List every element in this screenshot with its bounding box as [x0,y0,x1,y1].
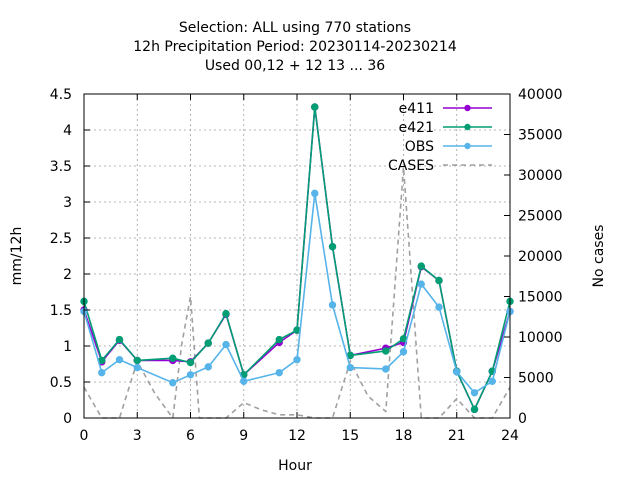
y-tick-label: 2 [63,267,72,283]
chart-title: Selection: ALL using 770 stations 12h Pr… [133,20,457,74]
data-point-e421 [275,335,283,344]
grid [84,94,510,418]
y-tick-label: 0.5 [50,375,72,391]
data-point-e421 [382,347,390,355]
y-axis-label: mm/12h [9,227,25,286]
data-point-e421 [204,339,212,347]
x-tick-label: 9 [239,428,248,444]
data-point-obs [470,389,479,397]
data-point-obs [311,189,319,198]
data-point-e421 [133,356,141,365]
y2-axis-label: No cases [591,225,607,288]
series-line-e421 [83,106,511,411]
legend-marker [464,104,471,112]
data-point-obs [293,355,301,364]
legend-label: e421 [399,120,434,136]
legend-label: OBS [405,139,434,155]
y2-tick-label: 0 [518,411,527,427]
chart-title-line-3: Used 00,12 + 12 13 ... 36 [205,58,385,74]
x-tick-label: 0 [80,428,89,444]
data-point-obs [98,368,106,377]
y-tick-label: 3.5 [50,159,72,175]
data-point-obs [186,371,195,379]
legend-label: e411 [399,101,434,117]
data-point-obs [275,368,283,377]
y-tick-label: 1 [63,339,72,355]
data-point-e421 [222,309,230,318]
data-point-e421 [417,262,425,270]
x-tick-label: 15 [341,428,359,444]
legend-marker [464,123,471,131]
data-point-obs [204,363,212,371]
data-point-obs [346,363,354,372]
data-point-e421 [311,103,319,111]
y-tick-label: 1.5 [50,303,72,319]
data-point-obs [115,355,124,364]
data-point-obs [488,377,496,385]
y-tick-label: 4 [63,123,72,139]
y-tick-label: 0 [63,411,72,427]
data-point-obs [328,301,337,309]
data-point-e421 [169,354,177,362]
x-tick-label: 24 [501,428,519,444]
y2-tick-label: 30000 [518,168,563,184]
y-tick-label: 4.5 [50,87,72,103]
data-point-obs [417,280,425,288]
y2-tick-label: 15000 [518,290,563,306]
chart-title-line-1: Selection: ALL using 770 stations [179,20,411,36]
x-tick-label: 6 [186,428,195,444]
y2-tick-label: 10000 [518,330,563,346]
y2-tick-label: 35000 [518,128,563,144]
legend-label: CASES [388,158,434,174]
data-point-obs [382,365,390,373]
y2-tick-label: 25000 [518,209,563,225]
data-point-obs [453,368,461,376]
data-point-e421 [470,405,479,414]
data-point-obs [435,303,443,311]
x-axis-label: Hour [278,458,312,474]
data-point-e421 [186,358,195,367]
y2-tick-label: 5000 [518,371,554,387]
series-obs [80,189,514,397]
data-point-obs [222,340,230,349]
data-point-e421 [435,276,443,285]
data-point-obs [240,377,248,385]
data-point-e421 [328,242,337,251]
data-point-e421 [115,335,124,344]
x-tick-label: 12 [288,428,306,444]
y-tick-label: 2.5 [50,231,72,247]
y2-tick-label: 40000 [518,87,563,103]
data-point-obs [133,363,141,372]
data-point-obs [169,379,177,387]
y2-tick-label: 20000 [518,249,563,265]
chart-title-line-2: 12h Precipitation Period: 20230114-20230… [133,39,457,55]
series-line-obs [83,192,511,394]
x-tick-label: 21 [448,428,466,444]
legend: e411 e421 OBS CASES [388,101,492,174]
x-tick-label: 3 [133,428,142,444]
series-layer [80,103,514,419]
x-tick-label: 18 [395,428,413,444]
axis-ticks: 0 3 6 9 12 15 18 21 2400.511.522.533.544.5050001… [50,87,563,444]
legend-marker [464,142,471,150]
y-tick-label: 3 [63,195,72,211]
data-point-obs [399,348,408,356]
